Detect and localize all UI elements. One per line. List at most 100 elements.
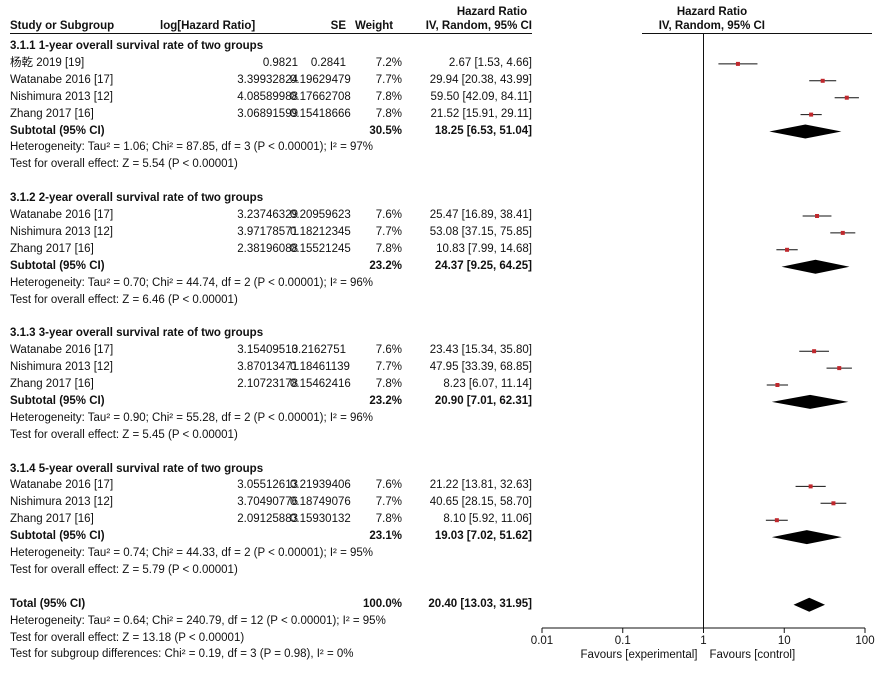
study-weight: 7.6% (375, 209, 402, 221)
study-name: 杨乾 2019 [19] (10, 56, 85, 69)
total-ci: 20.40 [13.03, 31.95] (428, 597, 532, 610)
subgroup-difference-text: Test for subgroup differences: Chi² = 0.… (10, 648, 354, 661)
favours-right-label: Favours [control] (709, 649, 796, 661)
hr-column-title: Hazard Ratio (456, 6, 528, 18)
heterogeneity-text: Heterogeneity: Tau² = 0.70; Chi² = 44.74… (10, 276, 374, 289)
subtotal-ci: 24.37 [9.25, 64.25] (434, 259, 532, 272)
study-weight: 7.2% (375, 56, 402, 69)
subgroup-title: 3.1.1 1-year overall survival rate of tw… (10, 40, 264, 52)
study-weight: 7.6% (375, 479, 402, 492)
study-weight: 7.8% (375, 513, 402, 526)
study-weight: 7.8% (375, 107, 402, 120)
study-loghr: 3.97178571 (237, 225, 298, 238)
subtotal-diamond (769, 124, 842, 139)
x-tick-label: 0.1 (614, 635, 631, 647)
study-loghr: 3.23746329 (237, 209, 298, 221)
study-ci: 29.94 [20.38, 43.99] (429, 73, 532, 86)
total-weight: 100.0% (362, 597, 402, 610)
study-loghr: 3.06891599 (237, 107, 298, 120)
point-estimate (808, 484, 813, 489)
study-ci: 10.83 [7.99, 14.68] (436, 242, 532, 255)
point-estimate (815, 214, 820, 218)
study-ci: 53.08 [37.15, 75.85] (429, 225, 532, 238)
subtotal-weight: 23.2% (369, 394, 402, 407)
point-estimate (831, 501, 836, 506)
subtotal-weight: 23.1% (369, 530, 402, 543)
plot-method-header: IV, Random, 95% CI (658, 20, 765, 32)
total-label: Total (95% CI) (10, 597, 86, 610)
study-name: Nishimura 2013 [12] (10, 225, 113, 238)
header-rule-plot (642, 33, 872, 34)
study-name: Watanabe 2016 [17] (10, 209, 114, 221)
subtotal-label: Subtotal (95% CI) (10, 530, 105, 543)
study-se: 0.15930132 (290, 513, 351, 526)
study-se: 0.21939406 (290, 479, 351, 492)
study-loghr: 3.87013471 (237, 361, 298, 374)
total-overall-effect-text: Test for overall effect: Z = 13.18 (P < … (10, 631, 245, 644)
study-se: 0.2162751 (291, 344, 346, 357)
study-se: 0.18212345 (290, 225, 351, 238)
study-se: 0.2841 (310, 56, 346, 69)
study-se: 0.15521245 (290, 242, 351, 255)
point-estimate (812, 349, 817, 354)
study-loghr: 3.15409513 (237, 344, 298, 357)
weight-column-header: Weight (355, 20, 394, 32)
study-name: Nishimura 2013 [12] (10, 496, 113, 509)
study-se: 0.15462416 (290, 378, 351, 390)
study-loghr: 2.38196088 (237, 242, 298, 255)
study-ci: 8.23 [6.07, 11.14] (443, 378, 532, 390)
study-name: Zhang 2017 [16] (10, 378, 94, 390)
subtotal-ci: 20.90 [7.01, 62.31] (434, 394, 532, 407)
hr-method-header: IV, Random, 95% CI (425, 20, 532, 32)
study-name: Watanabe 2016 [17] (10, 344, 114, 357)
point-estimate (844, 95, 849, 100)
point-estimate (774, 518, 779, 523)
study-loghr: 3.39932824 (237, 73, 298, 86)
subtotal-diamond (771, 530, 842, 545)
point-estimate (735, 61, 740, 66)
study-loghr: 2.09125883 (237, 513, 298, 526)
study-se: 0.18749076 (290, 496, 351, 509)
study-weight: 7.7% (375, 73, 402, 86)
x-tick-label: 10 (777, 635, 791, 647)
study-weight: 7.8% (375, 90, 402, 103)
study-ci: 21.22 [13.81, 32.63] (429, 479, 532, 492)
loghr-column-header: log[Hazard Ratio] (160, 20, 256, 32)
overall-effect-text: Test for overall effect: Z = 6.46 (P < 0… (10, 293, 238, 306)
study-name: Watanabe 2016 [17] (10, 73, 114, 86)
point-estimate (820, 78, 825, 83)
heterogeneity-text: Heterogeneity: Tau² = 0.90; Chi² = 55.28… (10, 411, 374, 424)
subtotal-weight: 30.5% (369, 124, 402, 137)
overall-effect-text: Test for overall effect: Z = 5.79 (P < 0… (10, 563, 238, 576)
study-loghr: 3.70490776 (237, 496, 298, 509)
subgroup-title: 3.1.2 2-year overall survival rate of tw… (10, 192, 264, 205)
heterogeneity-text: Heterogeneity: Tau² = 1.06; Chi² = 87.85… (10, 141, 374, 154)
study-weight: 7.7% (375, 361, 402, 374)
study-weight: 7.8% (375, 242, 402, 255)
subtotal-weight: 23.2% (369, 259, 402, 272)
subtotal-label: Subtotal (95% CI) (10, 124, 105, 137)
x-tick-label: 0.01 (530, 635, 554, 647)
point-estimate (837, 366, 842, 371)
study-se: 0.17662708 (290, 90, 351, 103)
study-name: Nishimura 2013 [12] (10, 90, 113, 103)
point-estimate (809, 112, 814, 117)
subtotal-label: Subtotal (95% CI) (10, 394, 105, 407)
header-rule-table (10, 33, 532, 34)
overall-effect-text: Test for overall effect: Z = 5.45 (P < 0… (10, 428, 238, 441)
study-name: Nishimura 2013 [12] (10, 361, 113, 374)
study-ci: 2.67 [1.53, 4.66] (448, 56, 532, 69)
study-name: Watanabe 2016 [17] (10, 479, 114, 492)
total-heterogeneity-text: Heterogeneity: Tau² = 0.64; Chi² = 240.7… (10, 614, 386, 627)
study-se: 0.18461139 (290, 361, 350, 374)
subtotal-ci: 18.25 [6.53, 51.04] (434, 124, 532, 137)
subtotal-diamond (771, 394, 849, 409)
study-weight: 7.7% (375, 225, 402, 238)
point-estimate (840, 230, 845, 235)
x-tick-label: 100 (855, 635, 875, 647)
favours-left-label: Favours [experimental] (580, 649, 698, 661)
plot-column-title: Hazard Ratio (676, 6, 748, 18)
subgroup-title: 3.1.3 3-year overall survival rate of tw… (10, 327, 264, 340)
